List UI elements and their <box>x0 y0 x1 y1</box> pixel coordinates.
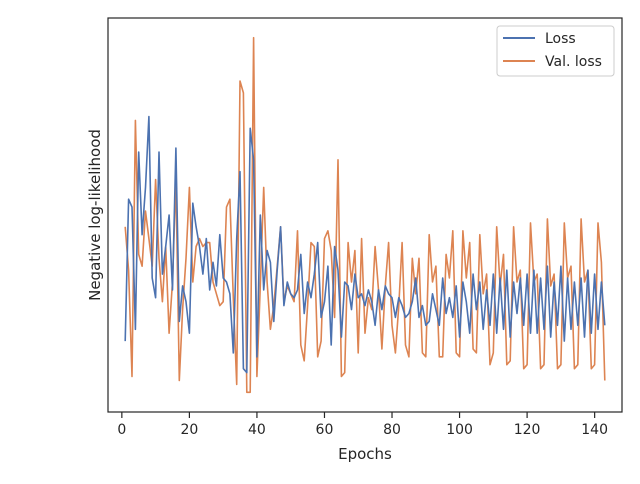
x-tick-label: 140 <box>581 422 608 438</box>
series-lines <box>124 36 606 394</box>
series-line-val-loss <box>124 36 606 394</box>
legend-label-val-loss: Val. loss <box>545 54 602 70</box>
x-axis-label: Epochs <box>338 445 392 463</box>
y-axis-label: Negative log-likelihood <box>86 129 104 301</box>
plot-area-border <box>107 17 623 413</box>
x-tick-label: 20 <box>180 422 198 438</box>
x-tick-label: 100 <box>446 422 473 438</box>
legend-label-loss: Loss <box>545 31 576 47</box>
x-tick-label: 40 <box>248 422 266 438</box>
x-axis-ticks: 0 20 40 60 80 100 120 140 <box>117 412 608 438</box>
x-tick-label: 60 <box>316 422 334 438</box>
x-tick-label: 120 <box>514 422 541 438</box>
series-line-loss <box>124 115 606 374</box>
x-tick-label: 0 <box>117 422 126 438</box>
x-tick-label: 80 <box>383 422 401 438</box>
legend: Loss Val. loss <box>496 25 615 77</box>
